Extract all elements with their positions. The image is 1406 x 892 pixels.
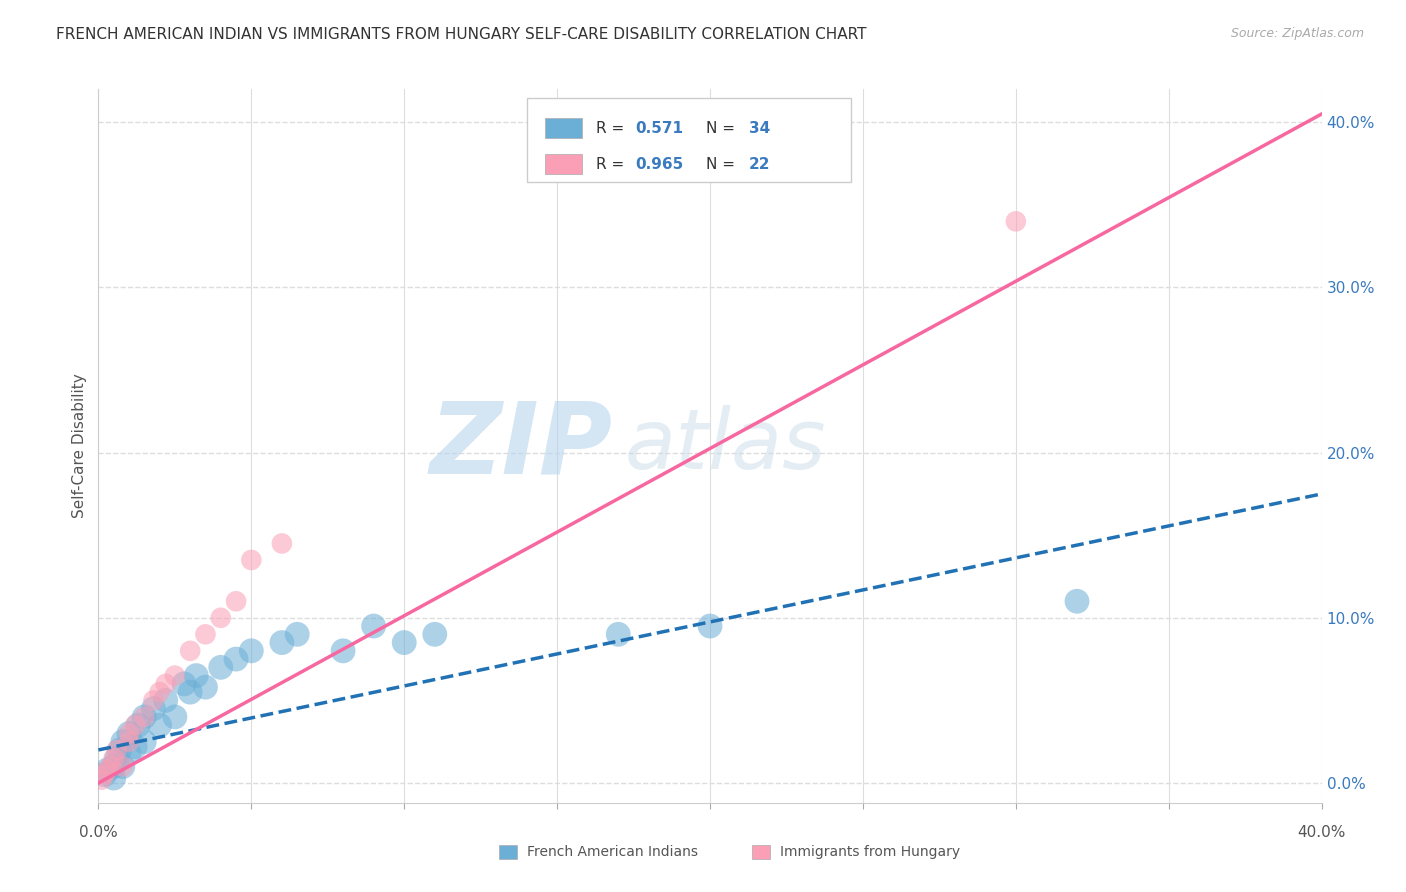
Point xyxy=(100,759,122,773)
Text: 0.571: 0.571 xyxy=(636,120,683,136)
Point xyxy=(363,619,385,633)
Point xyxy=(1004,214,1026,228)
Point xyxy=(118,734,141,748)
Text: 0.965: 0.965 xyxy=(636,157,683,172)
Point xyxy=(142,693,165,707)
Text: 34: 34 xyxy=(749,120,770,136)
Point xyxy=(105,743,128,757)
Point xyxy=(90,772,112,787)
Point xyxy=(607,627,630,641)
Point xyxy=(155,693,177,707)
Point xyxy=(209,660,232,674)
Point xyxy=(423,627,446,641)
Text: FRENCH AMERICAN INDIAN VS IMMIGRANTS FROM HUNGARY SELF-CARE DISABILITY CORRELATI: FRENCH AMERICAN INDIAN VS IMMIGRANTS FRO… xyxy=(56,27,866,42)
Point xyxy=(149,718,172,732)
FancyBboxPatch shape xyxy=(526,98,851,182)
Point xyxy=(179,685,201,699)
Text: N =: N = xyxy=(706,120,740,136)
Text: French American Indians: French American Indians xyxy=(527,845,699,859)
Point xyxy=(186,668,208,682)
Text: R =: R = xyxy=(596,157,630,172)
Point xyxy=(118,726,141,740)
Text: Source: ZipAtlas.com: Source: ZipAtlas.com xyxy=(1230,27,1364,40)
Point xyxy=(270,635,292,649)
Point xyxy=(179,644,201,658)
Text: Immigrants from Hungary: Immigrants from Hungary xyxy=(780,845,960,859)
Point xyxy=(93,768,115,782)
Point xyxy=(118,746,141,760)
Point xyxy=(240,644,263,658)
Text: N =: N = xyxy=(706,157,740,172)
Point xyxy=(111,759,134,773)
Text: 0.0%: 0.0% xyxy=(79,825,118,840)
Point xyxy=(134,710,156,724)
Point xyxy=(111,759,134,773)
Y-axis label: Self-Care Disability: Self-Care Disability xyxy=(72,374,87,518)
Point xyxy=(1066,594,1088,608)
Point xyxy=(134,710,156,724)
Point xyxy=(103,751,125,765)
Point xyxy=(124,718,146,732)
Point xyxy=(163,710,186,724)
Point xyxy=(270,536,292,550)
Point xyxy=(103,759,125,773)
Point xyxy=(127,718,149,732)
Point xyxy=(699,619,721,633)
Point xyxy=(97,763,120,777)
Text: R =: R = xyxy=(596,120,630,136)
Point xyxy=(173,677,195,691)
Point xyxy=(118,726,141,740)
Text: 22: 22 xyxy=(749,157,770,172)
Point xyxy=(285,627,308,641)
Point xyxy=(392,635,416,649)
Point xyxy=(225,594,247,608)
Point xyxy=(240,553,263,567)
Point xyxy=(194,680,217,694)
Point xyxy=(111,734,134,748)
Point xyxy=(97,763,120,777)
FancyBboxPatch shape xyxy=(546,153,582,174)
Point xyxy=(103,771,125,785)
Point xyxy=(93,768,115,782)
Point xyxy=(155,677,177,691)
Point xyxy=(332,644,354,658)
Point xyxy=(134,734,156,748)
Point xyxy=(108,743,131,757)
Point xyxy=(149,685,172,699)
Point xyxy=(124,739,146,754)
Text: 40.0%: 40.0% xyxy=(1298,825,1346,840)
FancyBboxPatch shape xyxy=(546,118,582,137)
Text: atlas: atlas xyxy=(624,406,827,486)
Point xyxy=(194,627,217,641)
Point xyxy=(105,751,128,765)
Text: ZIP: ZIP xyxy=(429,398,612,494)
Point xyxy=(209,611,232,625)
Point xyxy=(142,701,165,715)
Point xyxy=(225,652,247,666)
Point xyxy=(163,668,186,682)
